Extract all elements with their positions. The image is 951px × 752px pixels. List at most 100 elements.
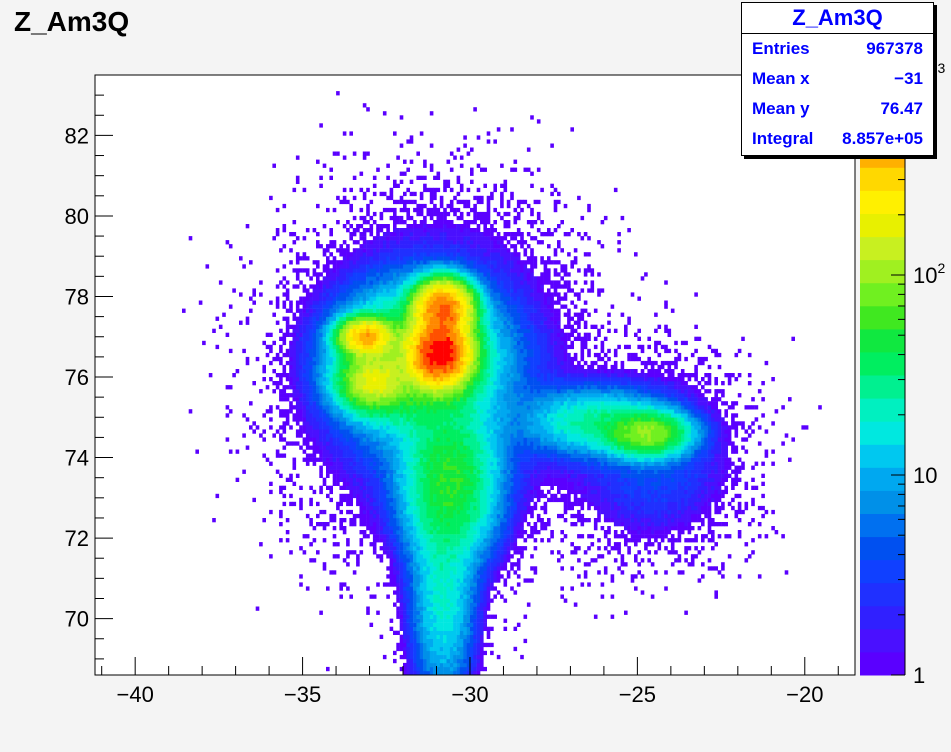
- histogram-cell: [316, 356, 320, 362]
- histogram-cell: [339, 320, 343, 325]
- histogram-cell: [456, 409, 461, 414]
- histogram-cell: [259, 389, 263, 394]
- histogram-cell: [453, 574, 457, 579]
- histogram-cell: [399, 570, 404, 575]
- histogram-cell: [406, 449, 410, 454]
- histogram-cell: [416, 497, 420, 503]
- histogram-cell: [389, 240, 394, 245]
- histogram-cell: [339, 518, 343, 523]
- histogram-cell: [356, 441, 360, 446]
- histogram-cell: [436, 211, 441, 217]
- histogram-cell: [446, 582, 451, 587]
- histogram-cell: [409, 389, 414, 394]
- histogram-cell: [322, 280, 327, 285]
- histogram-cell: [319, 324, 323, 329]
- histogram-cell: [433, 662, 437, 668]
- histogram-cell: [329, 389, 333, 394]
- histogram-cell: [339, 509, 343, 515]
- histogram-cell: [459, 352, 464, 358]
- histogram-cell: [356, 280, 360, 285]
- histogram-cell: [413, 562, 417, 567]
- histogram-cell: [305, 308, 310, 313]
- histogram-cell: [449, 602, 454, 607]
- histogram-cell: [319, 417, 323, 422]
- histogram-cell: [316, 385, 320, 390]
- histogram-cell: [413, 272, 417, 277]
- histogram-cell: [282, 445, 287, 450]
- histogram-cell: [446, 248, 451, 253]
- histogram-cell: [439, 240, 444, 245]
- histogram-cell: [396, 429, 400, 434]
- histogram-cell: [279, 393, 283, 398]
- histogram-cell: [453, 509, 457, 515]
- histogram-cell: [439, 413, 444, 418]
- histogram-cell: [463, 497, 467, 503]
- histogram-cell: [399, 465, 404, 470]
- histogram-cell: [359, 538, 364, 543]
- histogram-cell: [299, 373, 303, 378]
- histogram-cell: [393, 409, 397, 414]
- histogram-cell: [416, 336, 420, 341]
- histogram-cell: [419, 288, 424, 293]
- histogram-cell: [426, 413, 431, 418]
- histogram-cell: [466, 248, 471, 253]
- histogram-cell: [406, 385, 410, 390]
- histogram-cell: [419, 481, 424, 486]
- histogram-cell: [362, 280, 367, 285]
- histogram-cell: [322, 566, 327, 571]
- histogram-cell: [406, 268, 410, 273]
- histogram-cell: [359, 497, 364, 503]
- histogram-cell: [439, 252, 444, 257]
- histogram-cell: [376, 373, 380, 378]
- histogram-cell: [463, 594, 467, 599]
- histogram-cell: [446, 381, 451, 386]
- histogram-cell: [295, 421, 300, 426]
- histogram-cell: [436, 638, 441, 644]
- histogram-cell: [265, 457, 270, 462]
- histogram-cell: [423, 650, 427, 656]
- histogram-cell: [463, 260, 467, 265]
- histogram-cell: [406, 360, 410, 366]
- histogram-cell: [265, 409, 270, 414]
- histogram-cell: [379, 469, 384, 474]
- histogram-cell: [386, 526, 390, 531]
- histogram-cell: [386, 377, 390, 382]
- histogram-cell: [389, 356, 394, 362]
- histogram-cell: [366, 469, 370, 474]
- histogram-cell: [449, 610, 454, 615]
- histogram-cell: [339, 461, 343, 466]
- histogram-cell: [466, 485, 471, 490]
- histogram-cell: [409, 405, 414, 410]
- histogram-cell: [423, 421, 427, 426]
- histogram-cell: [322, 224, 327, 229]
- histogram-cell: [459, 304, 464, 309]
- histogram-cell: [339, 308, 343, 313]
- histogram-cell: [413, 626, 417, 631]
- histogram-cell: [305, 296, 310, 301]
- histogram-cell: [426, 550, 431, 555]
- histogram-cell: [413, 320, 417, 325]
- histogram-cell: [282, 284, 287, 289]
- histogram-cell: [456, 449, 461, 454]
- histogram-cell: [309, 401, 313, 406]
- histogram-cell: [466, 203, 471, 209]
- histogram-cell: [419, 477, 424, 482]
- histogram-cell: [312, 381, 317, 386]
- histogram-cell: [403, 505, 407, 511]
- histogram-cell: [459, 348, 464, 354]
- histogram-cell: [379, 308, 384, 313]
- histogram-cell: [429, 300, 434, 305]
- histogram-cell: [446, 642, 451, 648]
- histogram-cell: [279, 513, 283, 519]
- histogram-cell: [466, 244, 471, 249]
- histogram-cell: [396, 594, 400, 599]
- histogram-cell: [409, 401, 414, 406]
- histogram-cell: [336, 364, 340, 370]
- histogram-cell: [399, 381, 404, 386]
- histogram-cell: [426, 610, 431, 615]
- histogram-cell: [372, 477, 377, 482]
- histogram-cell: [336, 429, 340, 434]
- histogram-cell: [372, 505, 377, 511]
- histogram-cell: [382, 369, 387, 374]
- histogram-cell: [396, 260, 400, 265]
